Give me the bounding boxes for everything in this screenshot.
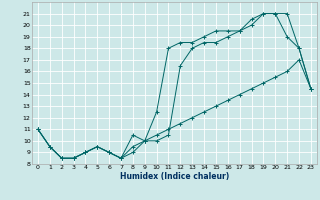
X-axis label: Humidex (Indice chaleur): Humidex (Indice chaleur) (120, 172, 229, 181)
